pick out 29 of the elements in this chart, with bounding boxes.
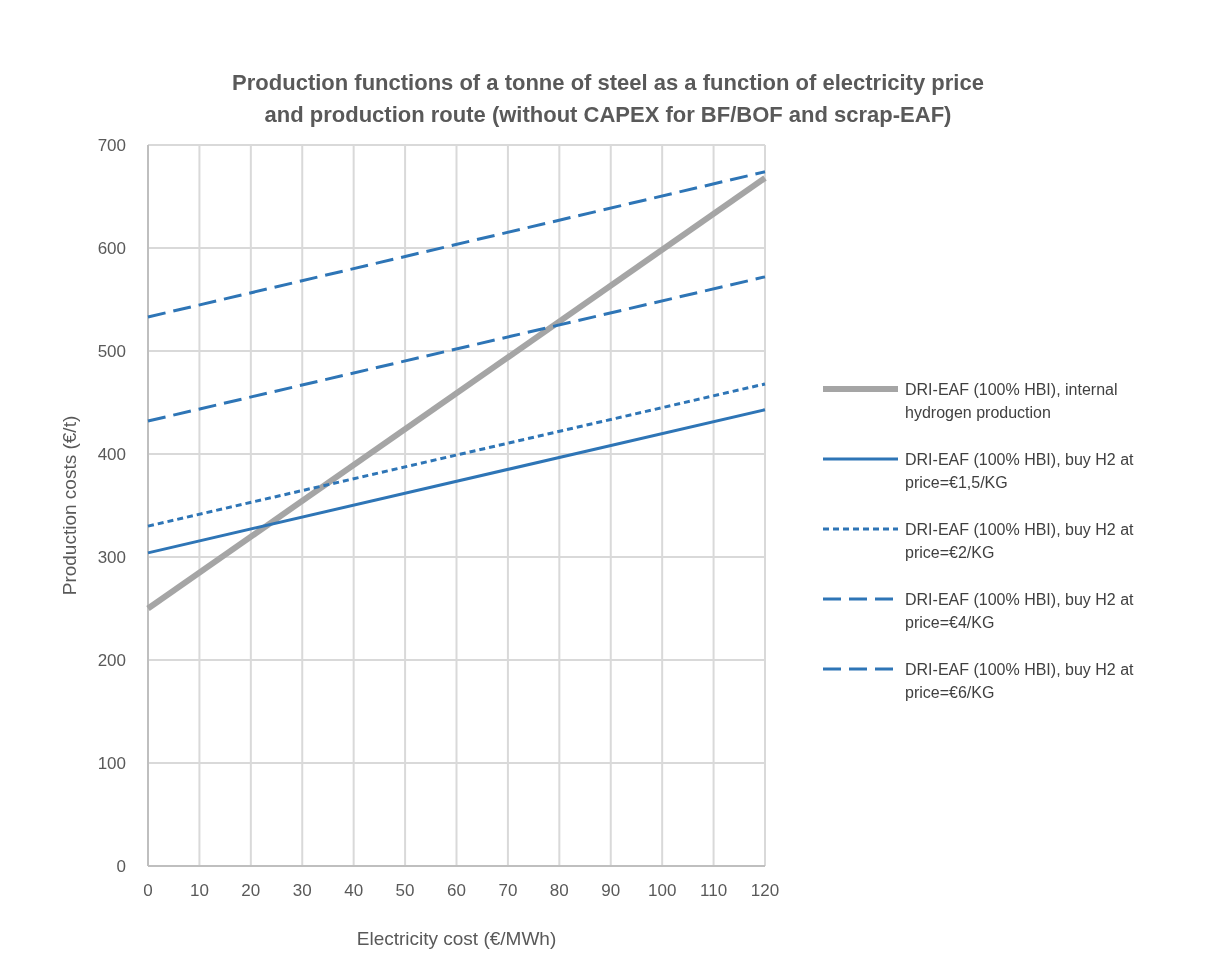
legend-label: DRI-EAF (100% HBI), internal hydrogen production (905, 381, 1118, 421)
x-tick-label: 20 (241, 881, 261, 900)
y-tick-label: 400 (97, 445, 126, 464)
y-tick-label: 0 (116, 857, 126, 876)
legend-label: DRI-EAF (100% HBI), buy H2 at price=€4/KG (905, 591, 1135, 631)
legend-label: DRI-EAF (100% HBI), buy H2 at price=€2/KG (905, 521, 1135, 561)
legend-label: DRI-EAF (100% HBI), buy H2 at price=€6/KG (905, 661, 1135, 701)
x-tick-label: 80 (549, 881, 569, 900)
x-tick-label: 90 (601, 881, 621, 900)
x-tick-label: 10 (189, 881, 209, 900)
y-tick-label: 600 (97, 239, 126, 258)
x-tick-label: 100 (647, 881, 677, 900)
x-tick-label: 120 (750, 881, 780, 900)
chart-title: Production functions of a tonne of steel as a function of electricity price and production route (without CAPEX for BF/BOF and scrap-EAF) (232, 70, 984, 127)
legend-label: DRI-EAF (100% HBI), buy H2 at price=€1,5/KG (905, 451, 1135, 491)
y-tick-label: 100 (97, 754, 126, 773)
y-tick-label: 300 (97, 548, 126, 567)
x-tick-label: 110 (700, 881, 728, 900)
x-tick-label: 30 (292, 881, 312, 900)
x-tick-label: 0 (143, 881, 153, 900)
y-tick-label: 200 (97, 651, 126, 670)
y-tick-label: 700 (97, 136, 126, 155)
y-axis-title: Production costs (€/t) (59, 415, 80, 596)
x-tick-label: 60 (447, 881, 466, 900)
x-tick-label: 40 (344, 881, 364, 900)
y-tick-label: 500 (97, 342, 126, 361)
x-tick-label: 50 (395, 881, 415, 900)
x-axis-title: Electricity cost (€/MWh) (356, 928, 557, 949)
x-tick-label: 70 (498, 881, 518, 900)
